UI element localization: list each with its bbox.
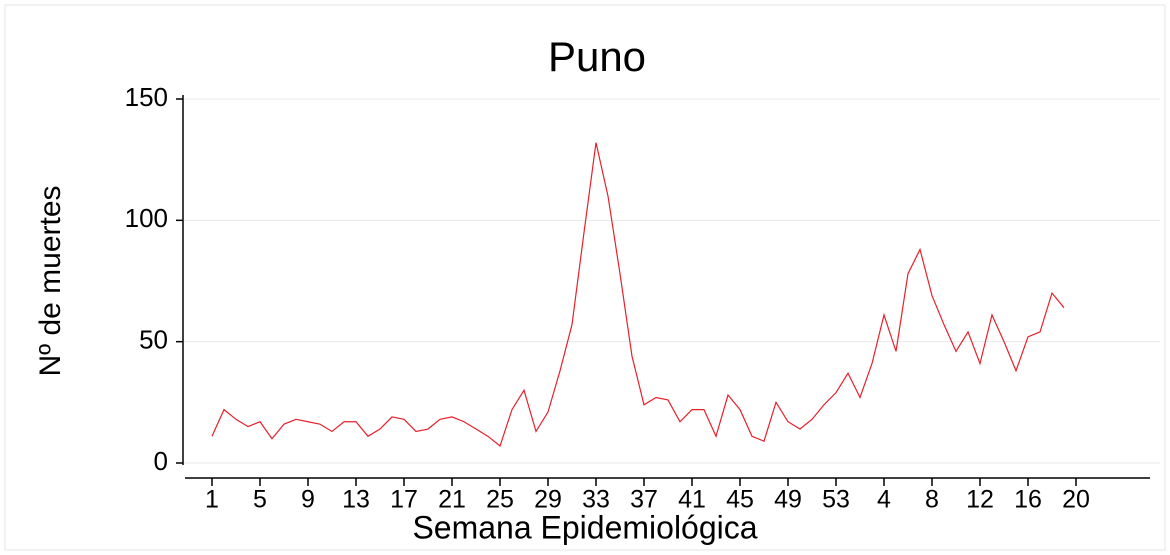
x-tick-label: 9 bbox=[301, 486, 315, 514]
frame bbox=[4, 4, 1166, 551]
y-axis-label: Nº de muertes bbox=[34, 185, 67, 376]
x-tick-label: 13 bbox=[342, 486, 370, 514]
x-tick-label: 37 bbox=[630, 486, 658, 514]
x-tick-label: 41 bbox=[678, 486, 706, 514]
x-tick-label: 12 bbox=[966, 486, 994, 514]
x-tick-label: 29 bbox=[534, 486, 562, 514]
x-tick-label: 49 bbox=[774, 486, 802, 514]
x-tick-label: 8 bbox=[925, 486, 939, 514]
chart-title: Puno bbox=[548, 33, 646, 80]
x-tick-label: 21 bbox=[438, 486, 466, 514]
y-tick-label: 100 bbox=[125, 203, 168, 233]
x-tick-label: 20 bbox=[1062, 486, 1090, 514]
x-tick-label: 16 bbox=[1014, 486, 1042, 514]
y-tick-label: 50 bbox=[139, 325, 168, 355]
x-tick-label: 25 bbox=[486, 486, 514, 514]
x-tick-label: 4 bbox=[877, 486, 891, 514]
line bbox=[211, 142, 1065, 448]
x-tick-label: 53 bbox=[822, 486, 850, 514]
x-tick-label: 5 bbox=[253, 486, 267, 514]
x-tick-label: 33 bbox=[582, 486, 610, 514]
y-tick-label: 150 bbox=[125, 82, 168, 112]
x-tick-label: 45 bbox=[726, 486, 754, 514]
x-axis-label: Semana Epidemiológica bbox=[412, 509, 757, 545]
x-tick-label: 1 bbox=[205, 486, 219, 514]
y-tick-label: 0 bbox=[154, 446, 168, 476]
x-tick-label: 17 bbox=[390, 486, 418, 514]
